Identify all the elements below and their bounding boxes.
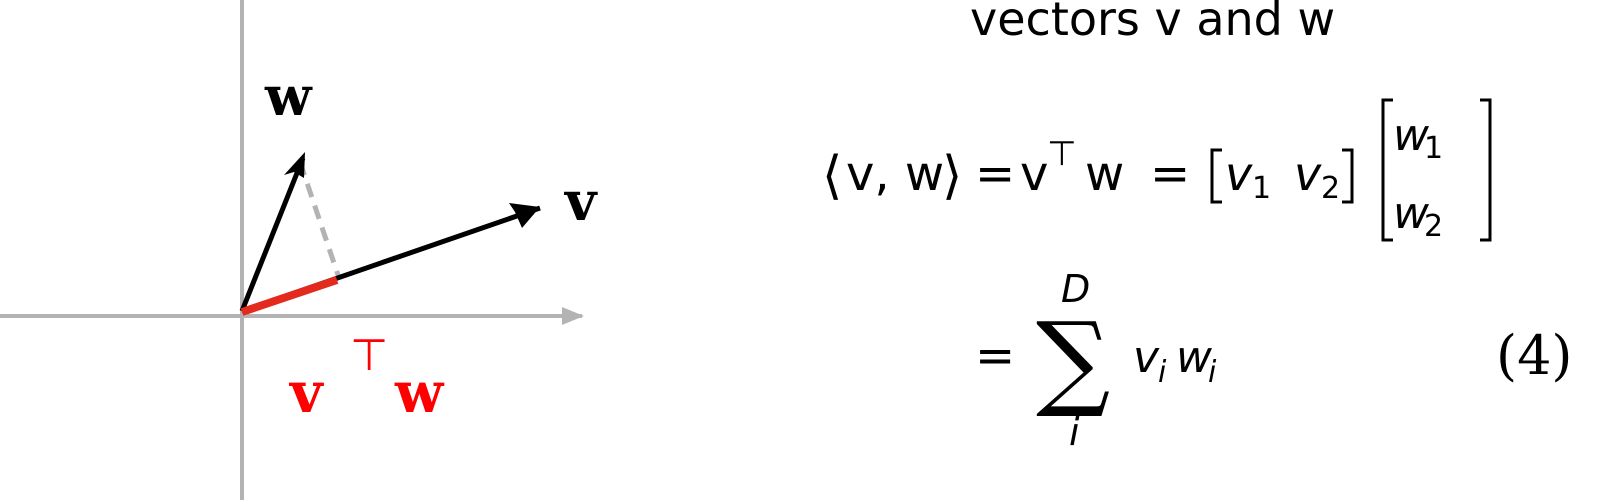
math-block: vectors v and w ⟨ v, w ⟩ = v ⊤ w = v 1 v…	[822, 0, 1573, 454]
equals-1: =	[975, 146, 1015, 202]
equation-number: (4)	[1496, 324, 1573, 387]
sum-lower-i: i	[1069, 410, 1080, 454]
col-w1-sub: 1	[1424, 131, 1443, 166]
row-v2-sub: 2	[1321, 171, 1340, 206]
row-v2: v	[1294, 147, 1322, 201]
equals-2: =	[1150, 146, 1190, 202]
row-v1-sub: 1	[1252, 171, 1271, 206]
row-bracket-left	[1210, 148, 1222, 204]
term-v: v	[1133, 332, 1160, 383]
projection-dashed-line	[297, 161, 342, 279]
vector-w-arrowhead	[284, 152, 305, 178]
projection-red-segment	[240, 276, 339, 316]
inner-product-vw: v, w	[846, 146, 944, 202]
summation-sign: ∑	[1036, 299, 1110, 421]
vector-w	[239, 157, 306, 312]
sum-upper-D: D	[1061, 267, 1090, 311]
angle-close: ⟩	[942, 146, 962, 206]
row-bracket-right	[1342, 148, 1354, 204]
math-title: vectors v and w	[970, 0, 1335, 46]
vector-diagram: w v v ⊤ w	[0, 0, 598, 500]
projection-label-w: w	[394, 360, 445, 426]
projection-label-v: v	[288, 360, 324, 426]
row-v1: v	[1225, 147, 1253, 201]
col-w2-sub: 2	[1424, 209, 1443, 244]
equals-3: =	[975, 328, 1015, 384]
label-v: v	[564, 169, 598, 233]
vector-v-arrowhead	[509, 203, 540, 228]
term-w: w	[1176, 332, 1213, 383]
col-w2: w	[1393, 188, 1430, 239]
term-w-sub: i	[1208, 355, 1217, 390]
col-bracket-right	[1480, 98, 1492, 242]
vT-transpose: ⊤	[1047, 134, 1077, 174]
vT-w: w	[1085, 146, 1124, 202]
col-w1: w	[1393, 110, 1430, 161]
term-v-sub: i	[1158, 355, 1167, 390]
vT-v: v	[1020, 146, 1048, 202]
col-bracket-left	[1381, 98, 1393, 242]
label-w: w	[264, 64, 313, 128]
projection-label-transpose: ⊤	[350, 330, 388, 381]
angle-open: ⟨	[822, 146, 842, 206]
